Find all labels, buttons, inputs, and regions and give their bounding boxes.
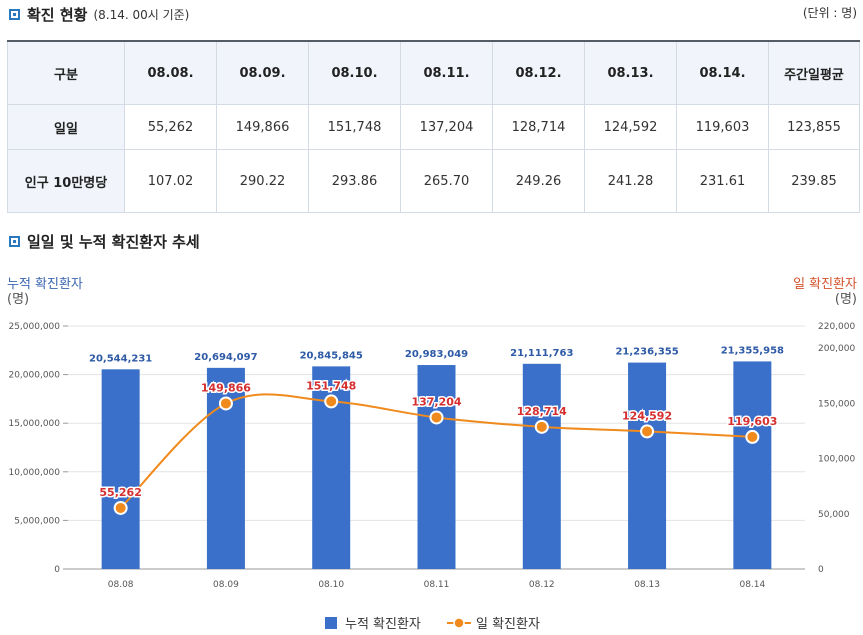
- right-tick-label: 220,000: [818, 322, 855, 332]
- x-tick-label: 08.12: [529, 580, 555, 590]
- left-axis-title: 누적 확진환자 (명): [7, 277, 83, 307]
- table-cell: 231.61: [676, 149, 769, 213]
- left-tick-label: 20,000,000: [8, 371, 60, 381]
- line-value-label: 151,748: [306, 379, 356, 392]
- table-cell: 128,714: [492, 104, 585, 150]
- line-value-label: 124,592: [622, 409, 672, 422]
- table-cell: 293.86: [308, 149, 401, 213]
- line-point: [640, 424, 655, 439]
- table-row: 인구 10만명당 107.02 290.22 293.86 265.70 249…: [7, 149, 860, 213]
- left-axis-unit: (명): [7, 292, 30, 307]
- x-tick-label: 08.09: [213, 580, 239, 590]
- bar: [417, 365, 456, 569]
- table-header-cell: 08.08.: [124, 40, 217, 105]
- status-section-title: 확진 현황 (8.14. 00시 기준): [9, 4, 189, 25]
- table-cell: 241.28: [584, 149, 677, 213]
- table-cell: 123,855: [768, 104, 860, 150]
- bar-value-label: 20,694,097: [194, 352, 257, 363]
- table-header-cell: 구분: [7, 40, 125, 105]
- trend-title: 일일 및 누적 확진환자 추세: [27, 233, 200, 251]
- line-value-label: 128,714: [517, 405, 567, 418]
- x-tick-label: 08.08: [108, 580, 134, 590]
- right-tick-label: 100,000: [818, 455, 855, 465]
- left-tick-label: 10,000,000: [8, 468, 60, 478]
- section-square-icon: [9, 9, 20, 20]
- table-header-cell: 08.14.: [676, 40, 769, 105]
- line-value-label: 149,866: [201, 381, 251, 394]
- left-tick-label: 15,000,000: [8, 419, 60, 429]
- bar-value-label: 20,544,231: [89, 353, 152, 364]
- table-cell: 249.26: [492, 149, 585, 213]
- table-header-cell: 주간일평균: [768, 40, 860, 105]
- line-point: [324, 394, 339, 409]
- table-header-cell: 08.13.: [584, 40, 677, 105]
- right-axis-unit: (명): [834, 292, 857, 307]
- table-cell: 265.70: [400, 149, 493, 213]
- row-label: 일일: [7, 104, 125, 150]
- bar: [101, 369, 140, 569]
- legend-line-label: 일 확진환자: [476, 617, 540, 632]
- right-tick-label: 50,000: [818, 510, 850, 520]
- status-table: 구분 08.08. 08.09. 08.10. 08.11. 08.12. 08…: [7, 40, 860, 213]
- section-square-icon: [9, 236, 20, 247]
- bar: [628, 362, 667, 569]
- table-cell: 124,592: [584, 104, 677, 150]
- bar-value-label: 20,845,845: [300, 350, 363, 361]
- left-axis-label: 누적 확진환자: [7, 277, 83, 292]
- line-value-label: 137,204: [411, 395, 461, 408]
- line-point: [218, 396, 233, 411]
- line-point: [534, 419, 549, 434]
- line-value-label: 55,262: [99, 486, 141, 499]
- left-tick-label: 25,000,000: [8, 322, 60, 332]
- table-cell: 149,866: [216, 104, 309, 150]
- legend-line-marker: [453, 617, 465, 629]
- table-cell: 290.22: [216, 149, 309, 213]
- status-subtitle: (8.14. 00시 기준): [93, 8, 190, 22]
- legend-bar-label: 누적 확진환자: [345, 617, 421, 632]
- bar-value-label: 21,236,355: [615, 347, 678, 358]
- trend-section-title: 일일 및 누적 확진환자 추세: [9, 231, 200, 252]
- table-header-row: 구분 08.08. 08.09. 08.10. 08.11. 08.12. 08…: [7, 40, 860, 105]
- table-row: 일일 55,262 149,866 151,748 137,204 128,71…: [7, 104, 860, 150]
- right-tick-label: 200,000: [818, 344, 855, 354]
- left-tick-label: 0: [54, 565, 60, 575]
- table-cell: 239.85: [768, 149, 860, 213]
- x-tick-label: 08.14: [739, 580, 765, 590]
- right-axis-label: 일 확진환자: [793, 277, 857, 292]
- line-point: [745, 429, 760, 444]
- right-axis-title: 일 확진환자 (명): [793, 277, 857, 307]
- bar-value-label: 21,111,763: [510, 348, 573, 359]
- x-tick-label: 08.13: [634, 580, 660, 590]
- line-point: [113, 500, 128, 515]
- unit-label: (단위 : 명): [802, 6, 857, 20]
- line-point: [429, 410, 444, 425]
- legend-bar-swatch: [325, 617, 337, 629]
- status-title: 확진 현황: [27, 6, 88, 24]
- bar: [522, 363, 561, 569]
- bar: [733, 361, 772, 569]
- line-value-label: 119,603: [727, 415, 777, 428]
- bar-value-label: 21,355,958: [721, 345, 784, 356]
- x-tick-label: 08.10: [318, 580, 344, 590]
- right-tick-label: 150,000: [818, 399, 855, 409]
- bar-value-label: 20,983,049: [405, 349, 468, 360]
- right-tick-label: 0: [818, 565, 824, 575]
- x-tick-label: 08.11: [424, 580, 450, 590]
- table-header-cell: 08.12.: [492, 40, 585, 105]
- left-tick-label: 5,000,000: [14, 516, 60, 526]
